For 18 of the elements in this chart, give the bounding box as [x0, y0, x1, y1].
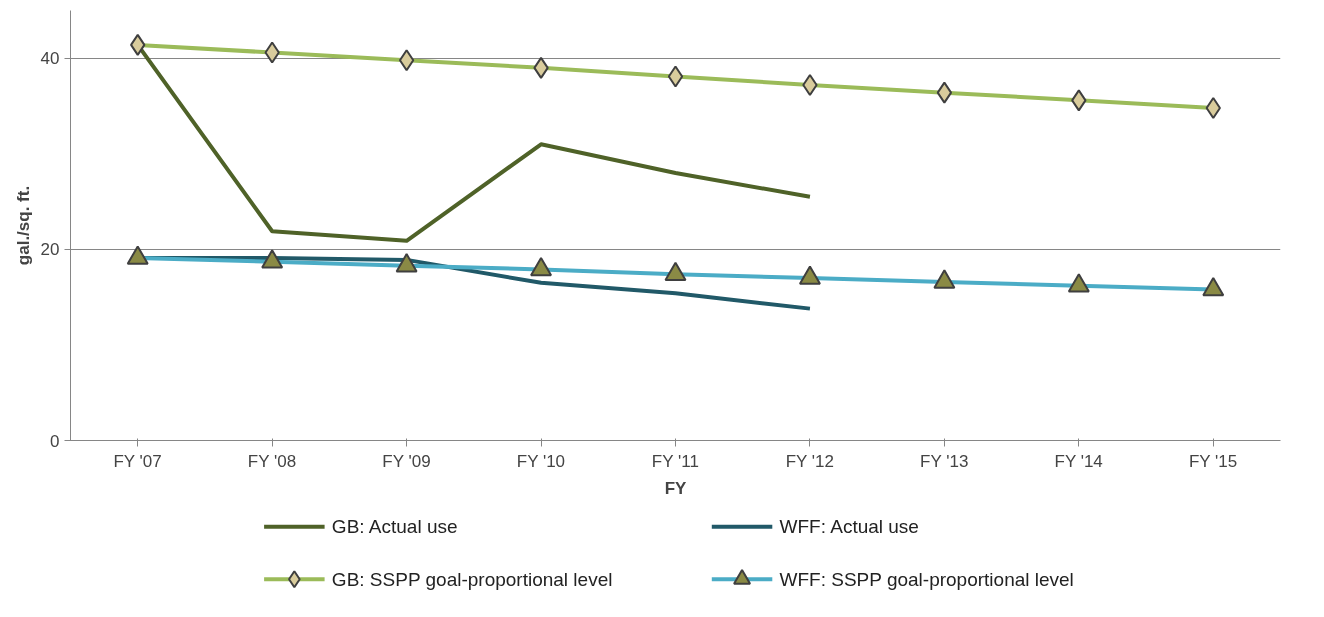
x-tick-label: FY '14 [1054, 451, 1103, 471]
x-tick-label: FY '09 [382, 451, 431, 471]
y-axis-title: gal./sq. ft. [13, 185, 33, 266]
legend-label: WFF: Actual use [779, 516, 919, 538]
legend-label: GB: Actual use [331, 516, 458, 538]
x-tick-label: FY '08 [247, 451, 297, 471]
legend-label: GB: SSPP goal-proportional level [331, 568, 613, 590]
y-tick-label: 0 [50, 431, 60, 451]
x-tick-label: FY '10 [516, 451, 566, 471]
y-tick-label: 40 [40, 49, 60, 69]
x-axis-title: FY [664, 478, 688, 498]
x-tick-label: FY '15 [1188, 451, 1238, 471]
x-tick-label: FY '11 [651, 451, 699, 471]
x-tick-label: FY '13 [920, 451, 969, 471]
x-tick-label: FY '07 [113, 451, 162, 471]
y-tick-label: 20 [40, 240, 60, 260]
x-tick-label: FY '12 [785, 451, 834, 471]
legend-label: WFF: SSPP goal-proportional level [779, 568, 1074, 590]
